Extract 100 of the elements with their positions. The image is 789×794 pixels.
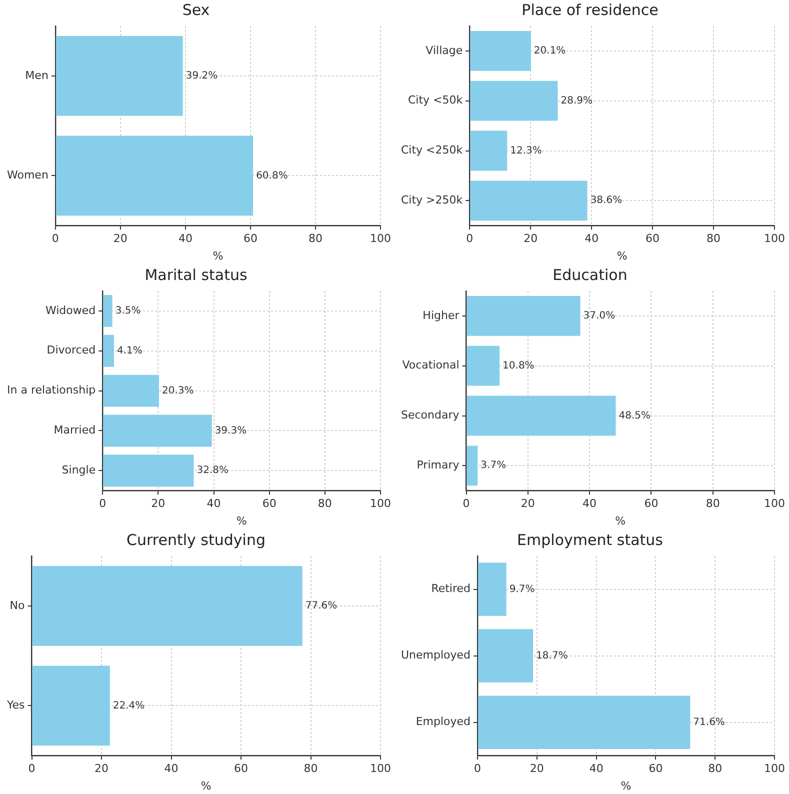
x-tick-label: 80: [318, 497, 332, 510]
bar: [466, 446, 478, 486]
data-label: 48.5%: [618, 410, 651, 422]
y-tick-label: Women: [6, 168, 48, 182]
x-tick-label: 0: [52, 232, 59, 246]
x-tick-label: 80: [706, 497, 720, 510]
bar: [466, 396, 616, 436]
data-label: 38.6%: [590, 195, 622, 206]
y-tick-label: No: [10, 598, 26, 612]
bar: [466, 296, 580, 336]
bar: [478, 629, 534, 682]
data-label: 60.8%: [256, 170, 288, 182]
y-tick-label: Married: [54, 424, 96, 437]
x-tick-label: 60: [262, 497, 276, 510]
x-tick-label: 40: [206, 497, 221, 510]
bar: [103, 454, 194, 487]
data-label: 20.1%: [534, 46, 566, 57]
x-tick-label: 100: [764, 762, 785, 776]
x-tick-label: 0: [28, 762, 36, 776]
y-tick-label: Unemployed: [400, 648, 471, 662]
y-tick-label: Single: [62, 464, 96, 476]
data-label: 32.8%: [196, 465, 229, 476]
x-tick-label: 100: [764, 232, 785, 246]
x-tick-label: 20: [520, 497, 535, 510]
data-label: 77.6%: [305, 600, 338, 612]
y-tick-label: Higher: [422, 308, 460, 322]
bar: [103, 294, 112, 327]
y-tick-label: Secondary: [400, 408, 460, 422]
x-axis-title: %: [200, 779, 212, 792]
y-tick-label: Vocational: [402, 358, 460, 372]
y-tick-label: City <250k: [401, 144, 464, 157]
x-tick-label: 80: [706, 232, 721, 246]
x-tick-label: 60: [234, 762, 248, 776]
chart-title: Currently studying: [126, 530, 266, 549]
data-label: 39.2%: [186, 70, 218, 82]
x-tick-label: 40: [584, 232, 599, 246]
x-tick-label: 100: [370, 762, 391, 776]
x-tick-label: 80: [708, 762, 722, 776]
x-tick-label: 0: [462, 497, 470, 510]
data-label: 39.3%: [214, 425, 247, 436]
data-label: 3.7%: [480, 460, 506, 472]
y-tick-label: Men: [25, 68, 48, 82]
x-tick-label: 60: [646, 232, 660, 246]
data-label: 37.0%: [583, 310, 616, 322]
y-tick-label: City >250k: [401, 194, 464, 207]
x-axis-title: %: [212, 249, 224, 262]
chart-title: Employment status: [517, 530, 664, 549]
x-tick-label: 20: [530, 762, 544, 776]
x-tick-label: 100: [370, 232, 391, 246]
x-tick-label: 100: [764, 497, 785, 510]
x-axis-title: %: [236, 514, 247, 528]
chart-title: Education: [552, 266, 628, 284]
bar: [478, 696, 690, 749]
y-tick-label: Employed: [416, 715, 471, 728]
chart-title: Sex: [182, 0, 210, 19]
bar: [103, 414, 212, 447]
bar: [470, 30, 531, 71]
x-tick-label: 40: [582, 497, 597, 510]
x-tick-label: 20: [151, 497, 166, 510]
x-tick-label: 20: [113, 232, 128, 246]
x-tick-label: 0: [474, 762, 482, 776]
bar: [478, 562, 506, 616]
x-tick-label: 60: [644, 497, 658, 510]
data-label: 28.9%: [560, 95, 593, 106]
data-label: 22.4%: [112, 700, 145, 712]
chart-title: Marital status: [144, 266, 248, 284]
x-tick-label: 0: [466, 232, 474, 246]
bar: [470, 80, 558, 121]
x-tick-label: 60: [648, 762, 663, 776]
x-tick-label: 80: [308, 232, 322, 246]
x-tick-label: 40: [164, 762, 178, 776]
y-tick-label: City <50k: [408, 94, 464, 107]
chart-title: Place of residence: [522, 0, 658, 19]
bar: [470, 130, 508, 171]
x-tick-label: 20: [94, 762, 109, 776]
data-label: 4.1%: [117, 345, 142, 356]
y-tick-label: Retired: [431, 582, 471, 596]
x-tick-label: 0: [99, 497, 106, 510]
y-tick-label: Yes: [6, 698, 26, 712]
x-tick-label: 100: [370, 497, 391, 510]
data-label: 20.3%: [162, 385, 194, 396]
data-label: 10.8%: [502, 360, 534, 372]
x-axis-title: %: [616, 249, 628, 262]
data-label: 3.5%: [115, 306, 141, 317]
bar: [103, 374, 160, 407]
y-tick-label: Widowed: [45, 304, 96, 317]
x-tick-label: 40: [589, 762, 604, 776]
y-tick-label: Primary: [416, 458, 460, 472]
data-label: 18.7%: [536, 650, 568, 662]
x-axis-title: %: [615, 514, 626, 528]
bar: [470, 180, 588, 221]
x-tick-label: 20: [524, 232, 538, 246]
bar: [466, 346, 500, 386]
x-tick-label: 60: [243, 232, 258, 246]
data-label: 71.6%: [693, 716, 725, 728]
data-label: 12.3%: [510, 145, 542, 156]
data-label: 9.7%: [509, 584, 535, 595]
y-tick-label: Village: [426, 44, 463, 57]
bar: [103, 334, 114, 367]
x-tick-label: 40: [178, 232, 192, 246]
